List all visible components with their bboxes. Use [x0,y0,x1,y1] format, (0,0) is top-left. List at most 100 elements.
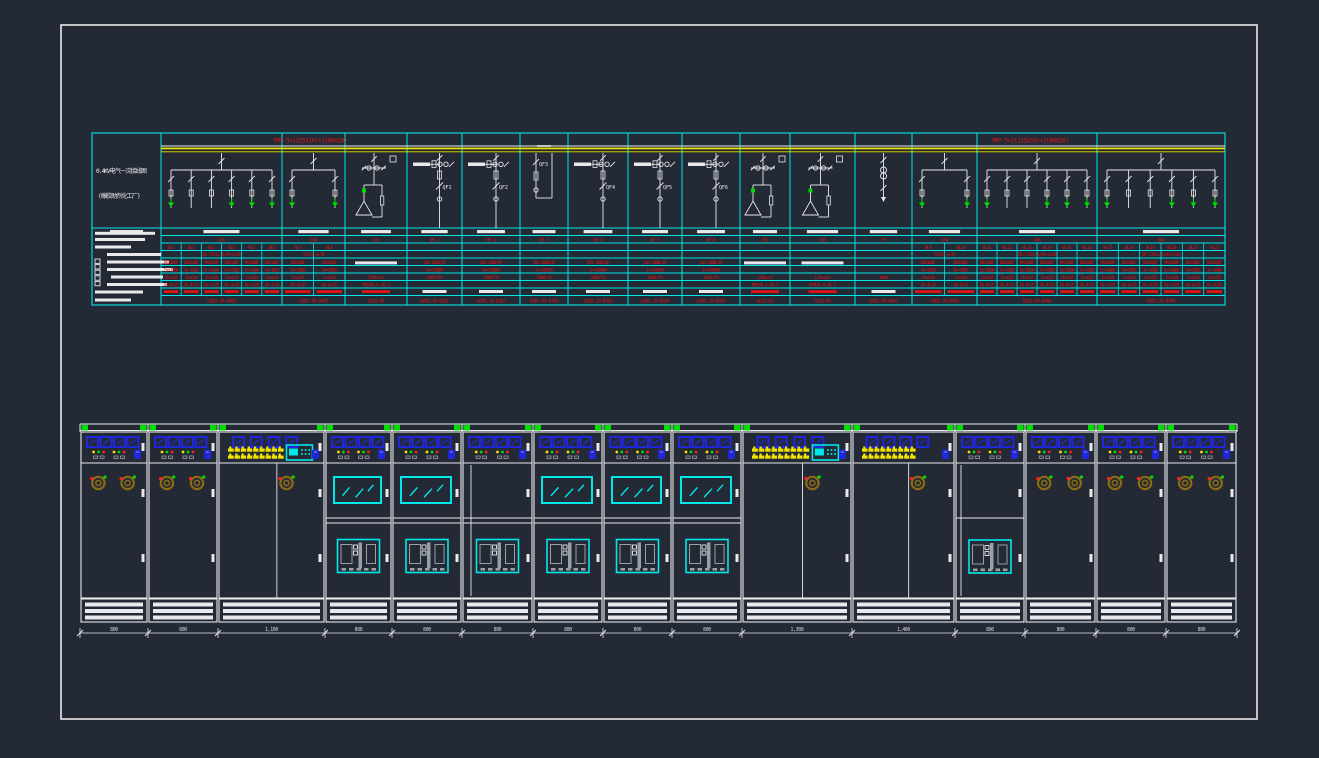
panel-meter-icon [1115,436,1129,448]
drawing-primitive [361,165,367,171]
drawing-primitive [358,455,363,459]
drawing-primitive [1044,189,1050,197]
capacitor-delta-icon [801,200,820,216]
panel-button-icon [378,449,385,459]
schematic-column-dl4: 4AA ZR-YJV22-4×95+1×50 WL11 NSX100F In=100A I… [980,153,1096,304]
drawing-primitive [347,450,350,454]
drawing-primitive [1137,475,1153,491]
drawing-primitive [325,431,392,599]
breaker-label: QF3 [539,162,548,168]
drawing-primitive [1199,436,1212,448]
drawing-primitive [367,484,375,492]
drawing-primitive [756,436,770,448]
lifting-lug [956,424,963,431]
drawing-primitive [398,436,411,448]
drawing-primitive [699,290,723,293]
drawing-primitive [1178,450,1182,454]
label: Ie=63A [225,275,239,280]
drawing-primitive [165,450,169,454]
drawing-primitive [942,449,949,459]
label: 120kvar [757,275,774,281]
label: In=2000A [646,267,665,272]
label: Ie=63A [954,275,968,280]
drawing-primitive [298,230,329,234]
drawing-primitive [718,161,724,167]
door-hinge [1018,554,1022,562]
drawing-primitive [1036,476,1040,481]
drawing-primitive [857,602,950,607]
drawing-primitive [1042,450,1046,454]
label: NSX100F [1207,260,1222,265]
drawing-primitive [120,455,125,459]
drawing-primitive [765,453,769,456]
drawing-primitive [1019,230,1055,234]
label: In=100A [1040,267,1056,272]
door-hinge [211,443,215,451]
label: 2000/5A [647,275,663,280]
drawing-primitive [550,486,560,497]
drawing-primitive [331,436,344,448]
drawing-primitive [440,568,445,571]
drawing-primitive [159,475,175,491]
drawing-primitive [689,450,693,454]
drawing-primitive [508,436,522,448]
panel-meter-icon [481,436,495,448]
lifting-lug [317,424,324,431]
drawing-primitive [869,453,872,456]
drawing-primitive [1003,568,1008,572]
drawing-primitive [498,161,504,167]
drawing-primitive [247,453,250,456]
drawing-primitive [404,450,408,454]
drawing-primitive [102,450,105,454]
drawing-primitive [980,568,985,572]
panel-meter-icon [705,436,718,448]
drawing-primitive [1060,455,1065,459]
label: VV-4×25 [1080,282,1096,287]
drawing-primitive [684,450,688,454]
label: In=100A [1080,267,1096,272]
panel-handle-icon [1177,475,1194,491]
label: QF-2 [486,237,496,243]
label: 2000/5A [703,275,719,280]
door-hinge [385,443,389,451]
drawing-primitive [283,479,290,487]
lifting-lug [844,424,851,431]
drawing-primitive [1191,189,1196,197]
drawing-primitive [122,450,126,454]
drawing-primitive [710,450,714,454]
drawing-primitive [1129,436,1142,448]
lifting-lug [384,424,391,431]
drawing-primitive [1101,602,1161,607]
drawing-primitive [538,615,598,620]
drawing-primitive [562,550,568,556]
panel-meter-icon [774,436,788,448]
label: QF-5 [650,237,660,243]
indicator-lights-icon [496,450,509,459]
drawing-primitive [1190,475,1194,479]
drawing-primitive [224,290,239,293]
drawing-primitive [425,450,429,454]
drawing-primitive [436,154,443,162]
drawing-primitive [153,609,213,613]
panel-meter-icon [1142,436,1156,448]
terminal-strip-icon [228,446,284,452]
drawing-primitive [1000,290,1014,293]
drawing-primitive [336,538,381,574]
panel-base [603,598,672,623]
drawing-primitive [778,155,786,163]
label: Ie=63A [1081,275,1095,280]
dimension-value: 800 [494,627,502,633]
indicator-lights-icon [967,450,981,459]
drawing-primitive [705,568,710,571]
label: VV-4×25 [204,282,220,287]
label: NSX100F [954,260,969,265]
label: NSX100F [1101,260,1116,265]
drawing-primitive [1037,450,1041,454]
door-hinge [385,554,389,562]
panel-meter-icon [678,436,691,448]
label: WL21 [1189,245,1198,250]
drawing-primitive [474,450,478,454]
label: 4AA [1033,237,1041,243]
drawing-primitive [316,290,342,293]
drawing-primitive [990,543,994,569]
